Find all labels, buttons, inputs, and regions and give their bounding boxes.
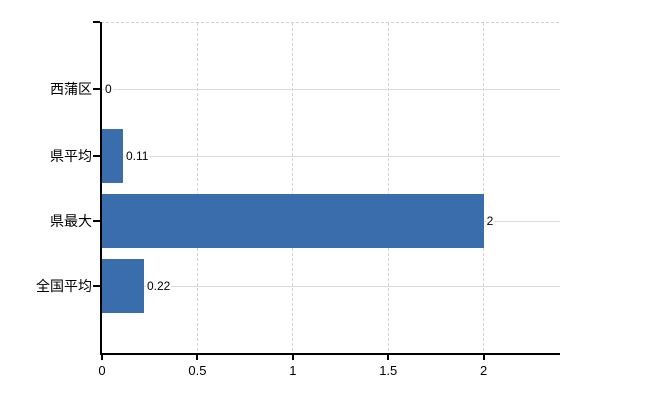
horizontal-gridline (102, 285, 560, 287)
x-axis-tick (482, 355, 485, 360)
y-axis-tick (93, 155, 100, 157)
x-tick-label: 1.5 (379, 363, 398, 378)
bar (102, 129, 123, 183)
x-tick-label: 2 (480, 363, 488, 378)
bar (102, 259, 144, 313)
category-label: 西蒲区 (50, 81, 92, 97)
plot-top-border (101, 22, 560, 23)
x-axis-tick (291, 355, 294, 360)
vertical-gridline (196, 23, 198, 352)
bar-value-label: 2 (485, 214, 495, 228)
y-axis-tick (93, 285, 100, 287)
x-tick-label: 0.5 (188, 363, 207, 378)
vertical-gridline (483, 23, 485, 352)
x-tick-label: 1 (289, 363, 297, 378)
x-tick-label: 0 (98, 363, 106, 378)
x-axis-tick (101, 355, 103, 360)
x-axis-tick (387, 355, 390, 360)
y-axis-end-tick (93, 21, 100, 23)
y-axis-tick (93, 88, 100, 90)
bar-value-label: 0.22 (145, 279, 172, 293)
bar-value-label: 0.11 (124, 149, 150, 163)
bar (102, 194, 484, 248)
x-axis-line (100, 353, 560, 355)
vertical-gridline (387, 23, 389, 352)
horizontal-gridline (102, 155, 560, 157)
y-axis-tick (93, 220, 100, 222)
vertical-gridline (292, 23, 294, 352)
bar-value-label: 0 (104, 82, 113, 96)
category-label: 県平均 (50, 148, 92, 164)
horizontal-gridline (102, 88, 560, 90)
category-label: 県最大 (50, 213, 92, 229)
category-label: 全国平均 (36, 278, 92, 294)
x-axis-tick (196, 355, 199, 360)
y-axis-line (100, 22, 102, 355)
